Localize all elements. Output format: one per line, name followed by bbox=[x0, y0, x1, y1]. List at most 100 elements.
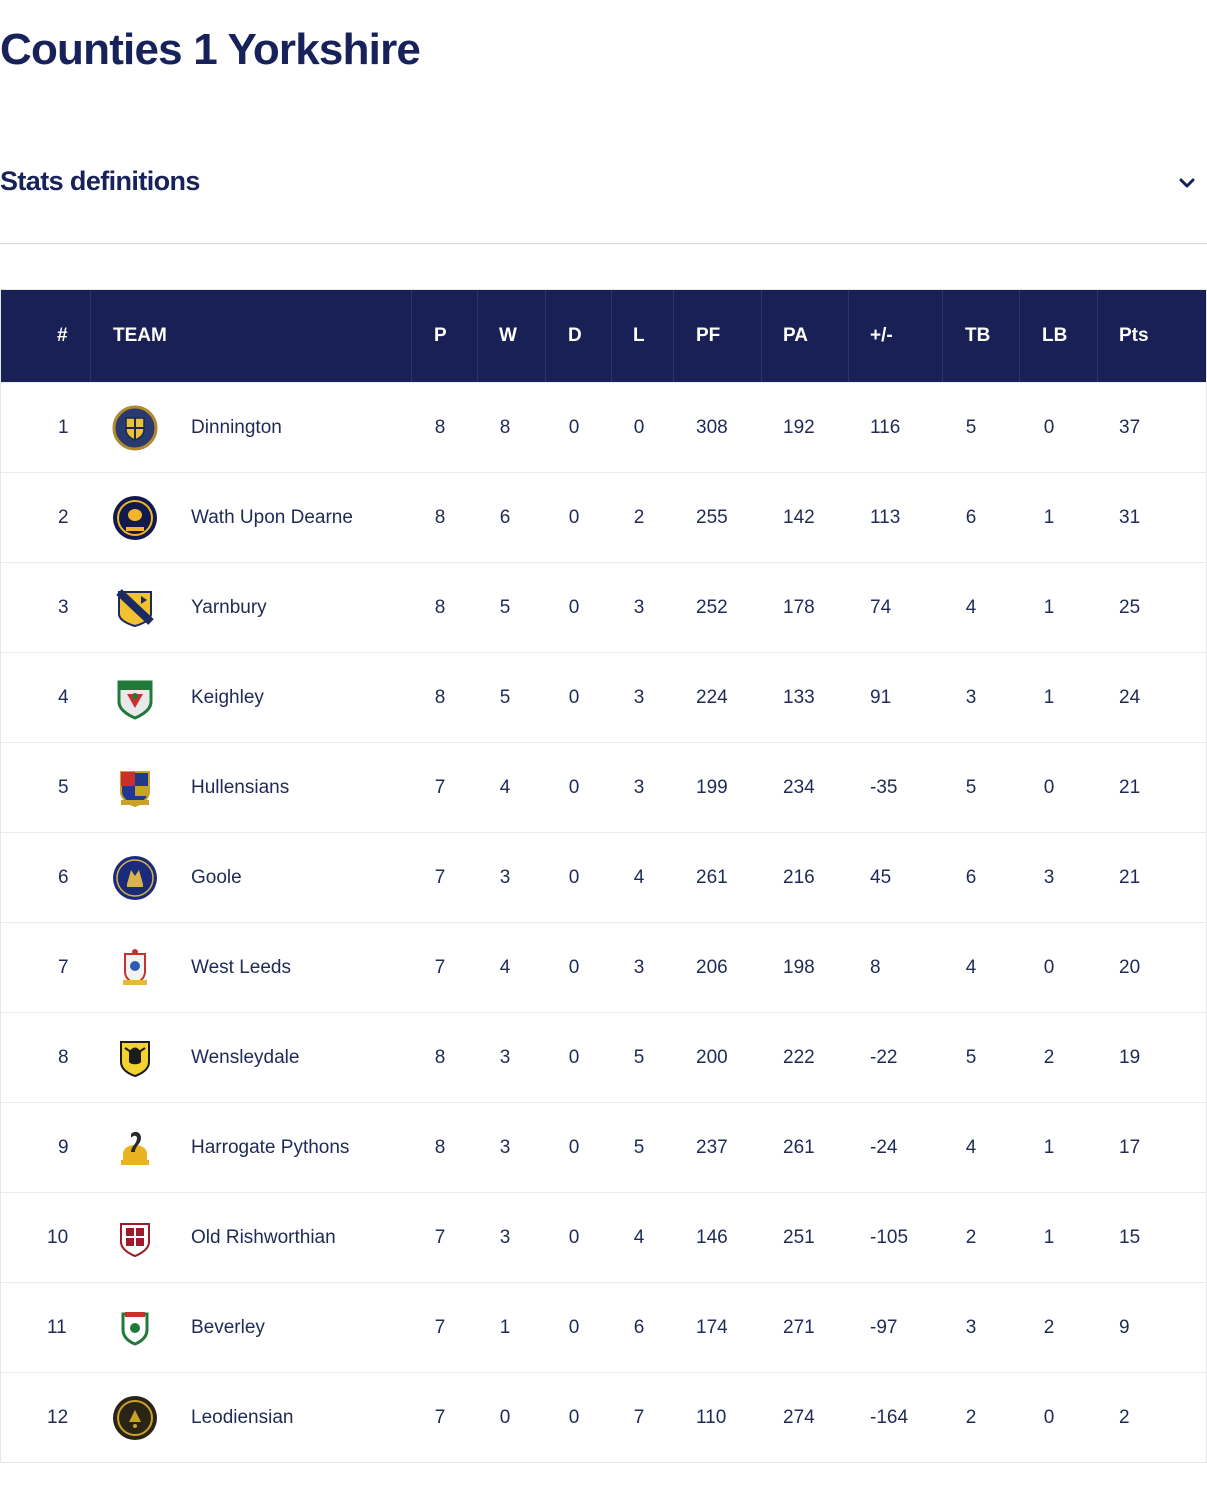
table-row[interactable]: 6 Goole 7 3 0 4 261 216 45 6 3 21 bbox=[1, 832, 1206, 922]
table-row[interactable]: 8 Wensleydale 8 3 0 5 200 222 -22 5 2 19 bbox=[1, 1012, 1206, 1102]
table-row[interactable]: 7 West Leeds 7 4 0 3 206 198 8 4 0 20 bbox=[1, 922, 1206, 1012]
row-l: 5 bbox=[633, 1047, 645, 1068]
team-name-link[interactable]: Old Rishworthian bbox=[191, 1227, 336, 1248]
header-pf: PF bbox=[696, 325, 721, 346]
row-pa: 178 bbox=[783, 597, 815, 618]
team-name-link[interactable]: Wath Upon Dearne bbox=[191, 507, 353, 528]
row-p: 7 bbox=[434, 1407, 446, 1428]
row-l: 0 bbox=[633, 417, 645, 438]
header-pa: PA bbox=[783, 325, 808, 346]
row-diff: -24 bbox=[870, 1137, 898, 1158]
row-w: 1 bbox=[499, 1317, 511, 1338]
page-title: Counties 1 Yorkshire bbox=[0, 25, 421, 74]
row-pf: 255 bbox=[696, 507, 728, 528]
row-diff: 116 bbox=[870, 417, 901, 438]
table-row[interactable]: 11 Beverley 7 1 0 6 174 271 -97 3 2 9 bbox=[1, 1282, 1206, 1372]
table-row[interactable]: 2 Wath Upon Dearne 8 6 0 2 255 142 113 6 1 31 bbox=[1, 472, 1206, 562]
row-p: 8 bbox=[434, 507, 446, 528]
table-row[interactable]: 10 Old Rishworthian 7 3 0 4 146 251 -105 2 1 15 bbox=[1, 1192, 1206, 1282]
wensleydale-crest-icon bbox=[120, 1041, 150, 1078]
team-name-link[interactable]: Wensleydale bbox=[191, 1047, 300, 1068]
row-pa: 274 bbox=[783, 1407, 815, 1428]
row-pa: 271 bbox=[783, 1317, 815, 1338]
row-tb: 3 bbox=[965, 1317, 977, 1338]
row-pts: 2 bbox=[1119, 1407, 1130, 1428]
header-pts: Pts bbox=[1119, 325, 1149, 346]
row-tb: 4 bbox=[965, 957, 977, 978]
row-lb: 1 bbox=[1043, 687, 1055, 708]
table-row[interactable]: 9 Harrogate Pythons 8 3 0 5 237 261 -24 4 1 17 bbox=[1, 1102, 1206, 1192]
row-p: 8 bbox=[434, 597, 446, 618]
row-d: 0 bbox=[568, 417, 580, 438]
table-row[interactable]: 5 Hullensians 7 4 0 3 199 234 -35 5 0 21 bbox=[1, 742, 1206, 832]
row-w: 4 bbox=[499, 957, 511, 978]
row-pa: 216 bbox=[783, 867, 815, 888]
row-w: 3 bbox=[499, 867, 511, 888]
row-lb: 0 bbox=[1043, 957, 1055, 978]
row-pa: 261 bbox=[783, 1137, 815, 1158]
table-row[interactable]: 1 Dinnington 8 8 0 0 308 192 116 5 0 37 bbox=[1, 382, 1206, 472]
row-p: 8 bbox=[434, 687, 446, 708]
chevron-down-icon[interactable] bbox=[1178, 176, 1196, 190]
row-rank: 11 bbox=[47, 1317, 67, 1338]
row-w: 8 bbox=[499, 417, 511, 438]
row-pts: 21 bbox=[1119, 867, 1141, 888]
old-rishworthian-crest-icon bbox=[120, 1223, 150, 1258]
row-pf: 252 bbox=[696, 597, 728, 618]
team-name-link[interactable]: Dinnington bbox=[191, 417, 282, 438]
table-row[interactable]: 12 Leodiensian 7 0 0 7 110 274 -164 2 0 2 bbox=[1, 1372, 1206, 1462]
table-row[interactable]: 4 Keighley 8 5 0 3 224 133 91 3 1 24 bbox=[1, 652, 1206, 742]
team-name-link[interactable]: West Leeds bbox=[191, 957, 291, 978]
header-tb: TB bbox=[965, 325, 991, 346]
team-name-link[interactable]: Hullensians bbox=[191, 777, 290, 798]
row-pts: 20 bbox=[1119, 957, 1141, 978]
row-tb: 6 bbox=[965, 867, 977, 888]
west-leeds-crest-icon bbox=[123, 949, 147, 986]
row-pf: 110 bbox=[696, 1407, 727, 1428]
row-rank: 6 bbox=[58, 867, 69, 888]
row-pf: 261 bbox=[696, 867, 728, 888]
row-pa: 234 bbox=[783, 777, 815, 798]
row-diff: 8 bbox=[870, 957, 881, 978]
wath-upon-dearne-crest-icon bbox=[113, 496, 157, 540]
row-pa: 198 bbox=[783, 957, 815, 978]
row-lb: 2 bbox=[1043, 1317, 1055, 1338]
row-pts: 9 bbox=[1119, 1317, 1130, 1338]
row-l: 3 bbox=[633, 687, 645, 708]
row-d: 0 bbox=[568, 777, 580, 798]
table-header: # TEAM P W D L PF PA +/- TB LB Pts bbox=[1, 290, 1206, 382]
row-pts: 15 bbox=[1119, 1227, 1141, 1248]
team-name-link[interactable]: Goole bbox=[191, 867, 242, 888]
row-tb: 2 bbox=[965, 1407, 977, 1428]
team-name-link[interactable]: Beverley bbox=[191, 1317, 265, 1338]
table-row[interactable]: 3 Yarnbury 8 5 0 3 252 178 74 4 1 25 bbox=[1, 562, 1206, 652]
row-tb: 6 bbox=[965, 507, 977, 528]
row-diff: -164 bbox=[870, 1407, 909, 1428]
row-rank: 9 bbox=[58, 1137, 69, 1158]
row-pts: 19 bbox=[1119, 1047, 1141, 1068]
row-w: 0 bbox=[499, 1407, 511, 1428]
row-d: 0 bbox=[568, 867, 580, 888]
row-p: 7 bbox=[434, 777, 446, 798]
row-d: 0 bbox=[568, 1047, 580, 1068]
team-name-link[interactable]: Harrogate Pythons bbox=[191, 1137, 350, 1158]
row-w: 6 bbox=[499, 507, 511, 528]
row-pf: 146 bbox=[696, 1227, 728, 1248]
team-name-link[interactable]: Leodiensian bbox=[191, 1407, 294, 1428]
row-d: 0 bbox=[568, 1227, 580, 1248]
row-d: 0 bbox=[568, 507, 580, 528]
row-pf: 224 bbox=[696, 687, 728, 708]
row-w: 5 bbox=[499, 597, 511, 618]
team-name-link[interactable]: Yarnbury bbox=[191, 597, 267, 618]
goole-crest-icon bbox=[113, 856, 157, 900]
row-pa: 222 bbox=[783, 1047, 815, 1068]
row-tb: 4 bbox=[965, 597, 977, 618]
row-tb: 3 bbox=[965, 687, 977, 708]
stats-definitions-toggle[interactable]: Stats definitions bbox=[0, 160, 1207, 244]
row-diff: -35 bbox=[870, 777, 898, 798]
row-lb: 2 bbox=[1043, 1047, 1055, 1068]
team-name-link[interactable]: Keighley bbox=[191, 687, 264, 708]
row-l: 6 bbox=[633, 1317, 645, 1338]
row-pts: 21 bbox=[1119, 777, 1141, 798]
row-pf: 237 bbox=[696, 1137, 728, 1158]
